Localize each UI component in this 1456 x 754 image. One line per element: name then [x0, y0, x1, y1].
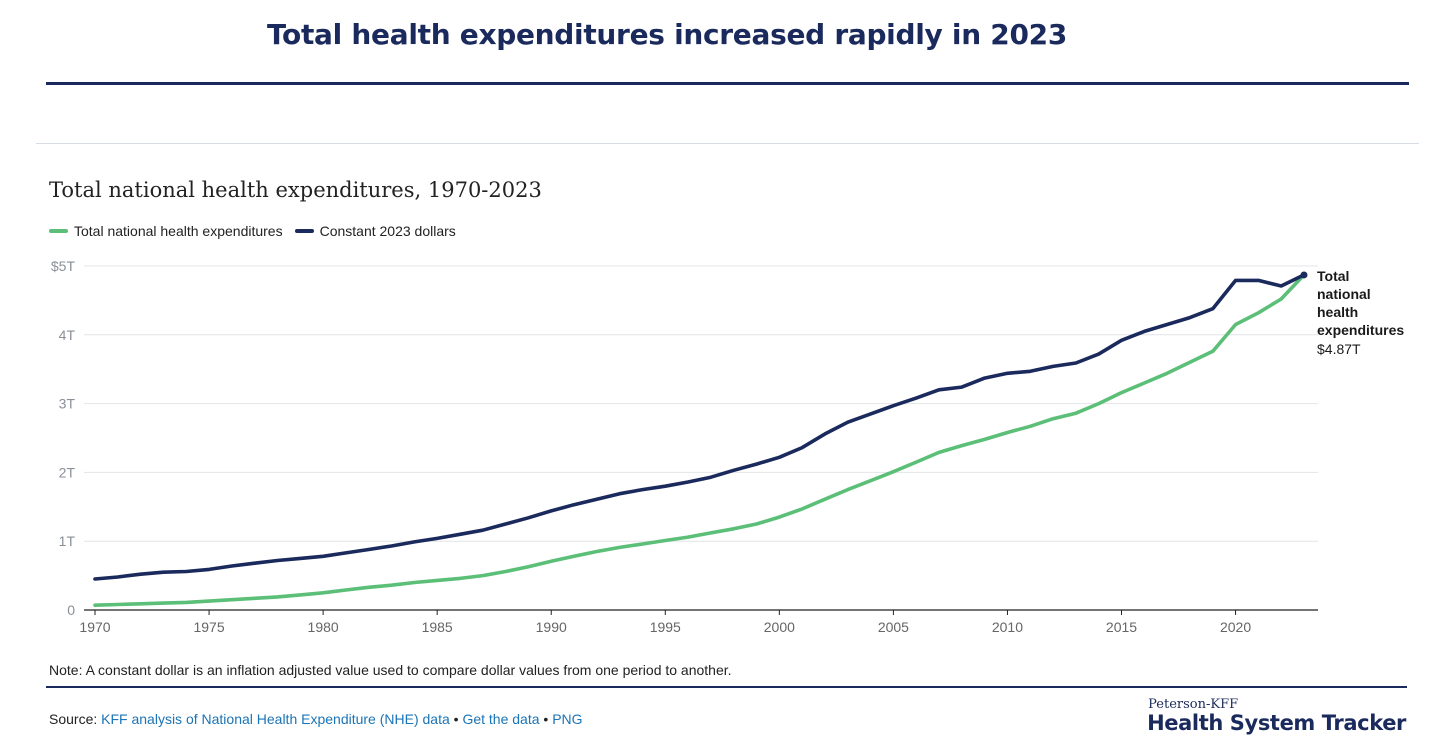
y-tick-label: $5T: [51, 258, 76, 274]
source-line: Source: KFF analysis of National Health …: [49, 711, 583, 727]
annotation-value: $4.87T: [1317, 341, 1361, 357]
x-tick-label: 2020: [1220, 619, 1251, 635]
get-data-link[interactable]: Get the data: [462, 711, 540, 727]
x-tick-label: 1970: [79, 619, 110, 635]
y-tick-label: 2T: [59, 464, 76, 480]
x-tick-label: 2015: [1106, 619, 1137, 635]
y-tick-label: 1T: [59, 533, 76, 549]
legend-item-total[interactable]: Total national health expenditures: [49, 223, 283, 239]
annotation-label-line: national: [1317, 286, 1371, 302]
x-tick-label: 1980: [308, 619, 339, 635]
y-tick-label: 3T: [59, 396, 76, 412]
x-tick-label: 2000: [764, 619, 795, 635]
png-link[interactable]: PNG: [552, 711, 583, 727]
series-line-constant: [93, 273, 1306, 581]
y-tick-label: 0: [67, 602, 75, 618]
brand-small-text: Peterson-KFF: [1148, 697, 1239, 712]
chart-note: Note: A constant dollar is an inflation …: [49, 662, 732, 678]
series-line-total: [93, 273, 1306, 608]
headline: Total health expenditures increased rapi…: [266, 18, 1068, 51]
footer-rule: [46, 686, 1407, 688]
x-tick-label: 1985: [422, 619, 453, 635]
brand-big-text: Health System Tracker: [1147, 711, 1406, 735]
annotation-label-line: Total: [1317, 268, 1349, 284]
legend-item-constant[interactable]: Constant 2023 dollars: [294, 223, 456, 239]
end-annotation: Total national health expenditures $4.87T: [1300, 268, 1404, 357]
x-tick-label: 2005: [878, 619, 909, 635]
series-layer: [93, 273, 1306, 608]
end-point-marker: [1300, 271, 1308, 279]
legend: Total national health expenditures Const…: [49, 223, 468, 239]
x-tick-label: 1990: [536, 619, 567, 635]
source-link-nhe[interactable]: KFF analysis of National Health Expendit…: [101, 711, 450, 727]
legend-label-total: Total national health expenditures: [74, 223, 283, 239]
y-tick-label: 4T: [59, 327, 76, 343]
x-tick-label: 2010: [992, 619, 1023, 635]
chart-title: Total national health expenditures, 1970…: [49, 178, 542, 202]
brand-logo[interactable]: Peterson-KFF Health System Tracker: [1147, 697, 1406, 735]
headline-rule: [46, 82, 1409, 85]
annotation-label-line: health: [1317, 304, 1358, 320]
source-prefix: Source:: [49, 711, 102, 727]
legend-swatch-constant: [294, 229, 314, 233]
line-chart: 0 1T 2T 3T 4T $5T 1970 1975 1980 1985 1990 1995 200…: [51, 258, 1404, 635]
source-separator-1: •: [449, 711, 463, 727]
source-separator-2: •: [539, 711, 553, 727]
x-axis-ticks: 1970 1975 1980 1985 1990 1995 2000 2005 2010 2015…: [79, 610, 1251, 635]
x-tick-label: 1995: [650, 619, 681, 635]
y-axis-ticks: 0 1T 2T 3T 4T $5T: [51, 258, 76, 618]
section-divider: [36, 143, 1419, 144]
x-tick-label: 1975: [193, 619, 224, 635]
legend-label-constant: Constant 2023 dollars: [319, 223, 456, 239]
legend-swatch-total: [49, 229, 68, 233]
annotation-label-line: expenditures: [1317, 322, 1404, 338]
grid-layer: [84, 265, 1318, 611]
